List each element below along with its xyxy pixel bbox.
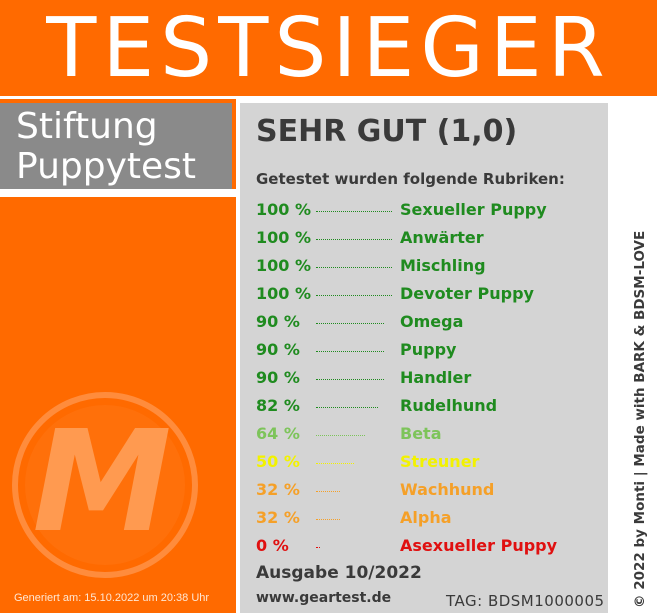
rubric-name: Sexueller Puppy [400,200,547,219]
rubric-leader-line [316,519,340,520]
rubric-name: Alpha [400,508,452,527]
tag-label: TAG: BDSM1000005 [446,592,605,610]
rubric-percent: 90 % [256,312,300,331]
rubric-percent: 64 % [256,424,300,443]
rubric-leader-line [316,463,354,464]
credit-text: © 2022 by Monti | Made with BARK & BDSM-… [632,230,648,608]
rubric-name: Handler [400,368,472,387]
rubric-name: Rudelhund [400,396,498,415]
rubric-leader-line [316,379,384,380]
grade-heading: SEHR GUT (1,0) [256,114,518,149]
rubric-leader-line [316,295,392,296]
rubric-leader-line [316,267,392,268]
rubric-leader-line [316,239,392,240]
rubric-percent: 82 % [256,396,300,415]
result-panel [240,103,608,613]
rubric-percent: 0 % [256,536,289,555]
banner-title: TESTSIEGER [46,1,611,96]
divider [0,96,657,99]
rubric-leader-line [316,351,384,352]
rubric-percent: 100 % [256,228,311,247]
website-link[interactable]: www.geartest.de [256,590,392,606]
rubric-leader-line [316,407,378,408]
rubric-leader-line [316,435,365,436]
rubric-percent: 32 % [256,508,300,527]
rubric-name: Streuner [400,452,480,471]
rubric-percent: 100 % [256,256,311,275]
rubric-name: Asexueller Puppy [400,536,558,555]
generated-timestamp: Generiert am: 15.10.2022 um 20:38 Uhr [14,592,210,604]
rubric-name: Omega [400,312,464,331]
rubric-leader-line [316,211,392,212]
logo-letter: M [32,401,171,564]
rubric-leader-line [316,547,320,548]
rubric-percent: 50 % [256,452,300,471]
rubric-percent: 90 % [256,340,300,359]
divider [0,189,236,197]
rubric-name: Beta [400,424,442,443]
rubric-percent: 100 % [256,200,311,219]
brand-line1: Stiftung [16,106,158,147]
rubric-name: Mischling [400,256,486,275]
rubric-name: Wachhund [400,480,495,499]
title-banner: TESTSIEGER [0,0,657,96]
rubric-name: Puppy [400,340,457,359]
rubric-percent: 90 % [256,368,300,387]
rubric-percent: 100 % [256,284,311,303]
m-logo-icon: M [12,392,198,578]
brand-box: Stiftung Puppytest [0,103,232,189]
rubric-percent: 32 % [256,480,300,499]
rubrics-subtitle: Getestet wurden folgende Rubriken: [256,170,565,188]
rubric-name: Anwärter [400,228,484,247]
issue-label: Ausgabe 10/2022 [256,563,422,583]
rubric-name: Devoter Puppy [400,284,534,303]
rubric-leader-line [316,323,384,324]
rubric-leader-line [316,491,340,492]
brand-line2: Puppytest [16,146,197,187]
